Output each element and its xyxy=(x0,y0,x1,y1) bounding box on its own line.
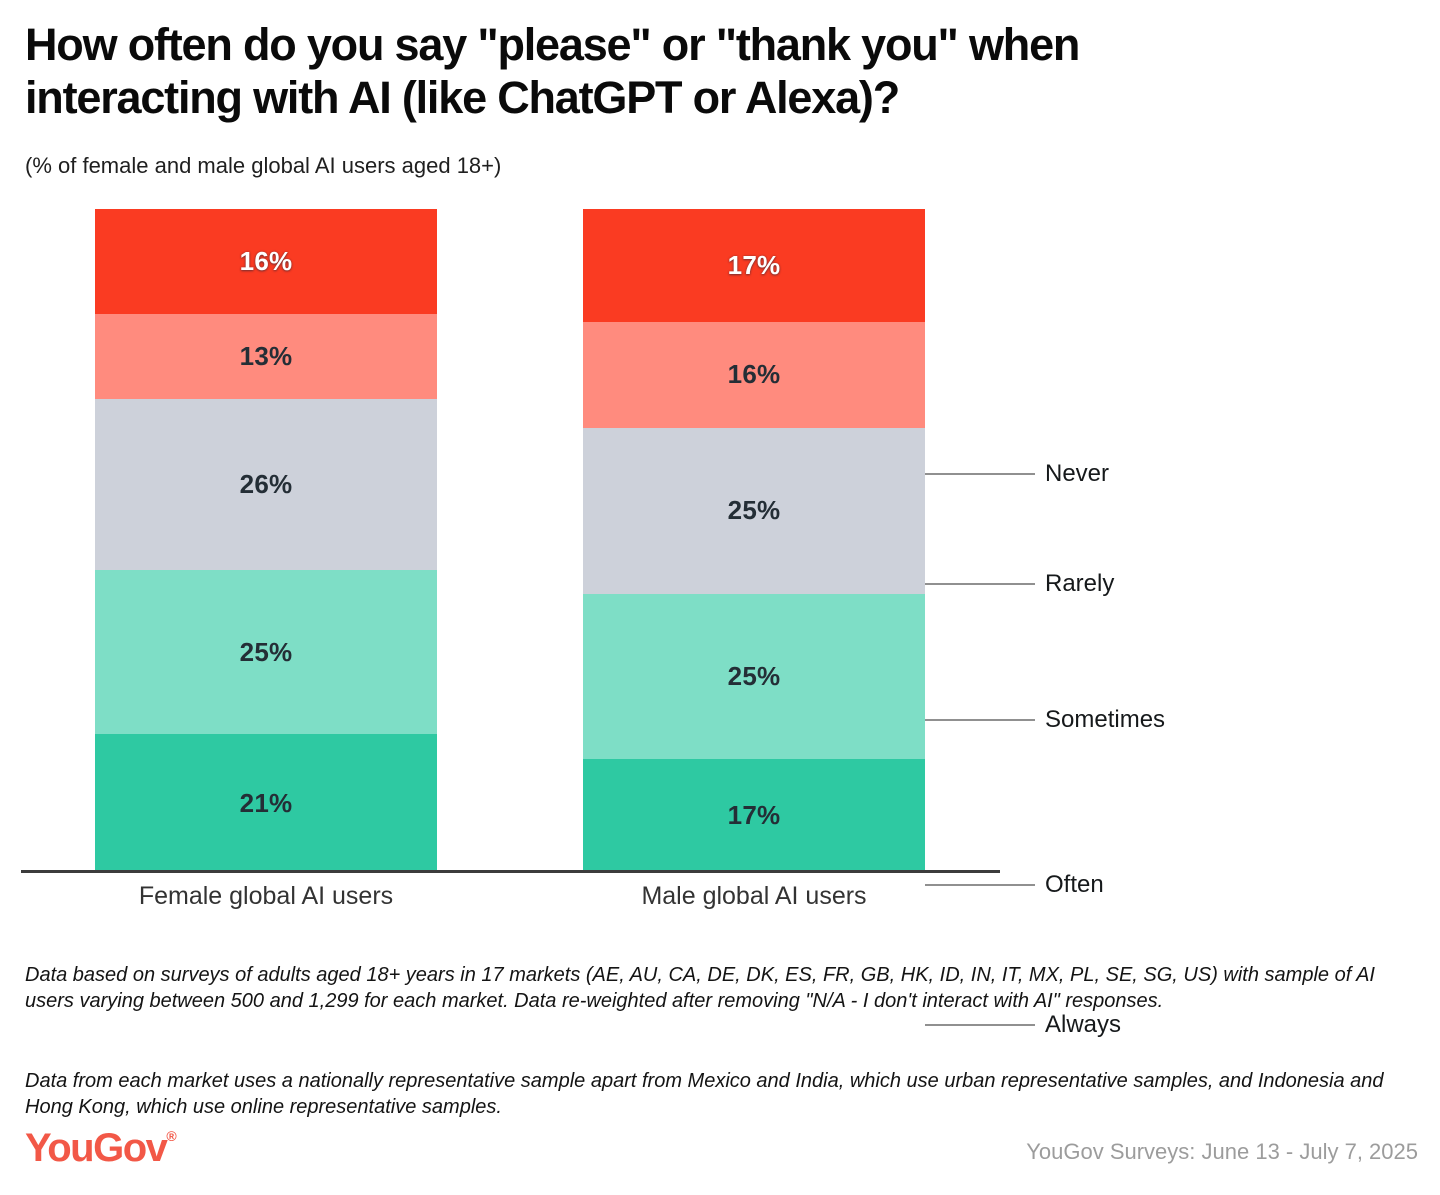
legend-label: Sometimes xyxy=(1045,705,1166,733)
bar-segment-often: 25% xyxy=(583,593,925,760)
x-axis-line xyxy=(21,870,1000,873)
stacked-bar-female: 16% 13% 26% 25% 21% xyxy=(95,209,437,872)
title-line-2: interacting with AI (like ChatGPT or Ale… xyxy=(25,72,900,123)
registered-trademark-icon: ® xyxy=(166,1128,177,1144)
stacked-bar-male: 17% 16% 25% 25% 17% xyxy=(583,209,925,872)
bar-segment-sometimes: 25% xyxy=(583,427,925,594)
legend-item-always: Always xyxy=(925,1011,1121,1039)
footnote-paragraph-1: Data based on surveys of adults aged 18+… xyxy=(25,964,1375,1012)
segment-value-label: 25% xyxy=(727,660,781,691)
segment-value-label: 17% xyxy=(727,800,781,831)
stacked-bar-chart: 16% 13% 26% 25% 21% 17% 16% 25% 25% 17% Never Rar… xyxy=(0,209,1440,1038)
segment-value-label: 25% xyxy=(239,636,293,667)
survey-source-text: YouGov Surveys: June 13 - July 7, 2025 xyxy=(1026,1139,1418,1164)
segment-value-label: 13% xyxy=(239,341,293,372)
segment-value-label: 16% xyxy=(727,359,781,390)
page-title: How often do you say "please" or "thank … xyxy=(25,18,1305,124)
segment-value-label: 25% xyxy=(727,495,781,526)
yougov-logo-text: YouGov xyxy=(25,1126,168,1170)
footnote-paragraph-2: Data from each market uses a nationally … xyxy=(25,1070,1384,1118)
legend-item-rarely: Rarely xyxy=(925,570,1114,598)
legend-leader-line xyxy=(925,884,1035,887)
bar-segment-rarely: 16% xyxy=(583,321,925,428)
legend-item-often: Often xyxy=(925,871,1104,899)
bar-segment-sometimes: 26% xyxy=(95,399,437,571)
segment-value-label: 16% xyxy=(239,246,293,276)
legend-leader-line xyxy=(925,718,1035,721)
legend-item-sometimes: Sometimes xyxy=(925,706,1165,734)
legend-leader-line xyxy=(925,473,1035,476)
segment-value-label: 17% xyxy=(727,249,781,280)
bar-segment-never: 17% xyxy=(583,209,925,322)
yougov-logo: YouGov® xyxy=(25,1126,177,1171)
chart-legend: Never Rarely Sometimes Often Always xyxy=(925,418,1425,1081)
bar-segment-always: 21% xyxy=(95,734,437,872)
x-axis-label-female: Female global AI users xyxy=(138,882,394,910)
legend-label: Often xyxy=(1045,871,1104,899)
bar-segment-always: 17% xyxy=(583,759,925,872)
x-axis-label-male: Male global AI users xyxy=(641,882,867,910)
bar-segment-rarely: 13% xyxy=(95,314,437,400)
legend-leader-line xyxy=(925,1023,1035,1026)
legend-leader-line xyxy=(925,582,1035,585)
segment-value-label: 21% xyxy=(239,787,293,818)
legend-item-never: Never xyxy=(925,460,1109,488)
legend-label: Rarely xyxy=(1045,569,1115,597)
legend-label: Never xyxy=(1045,460,1110,488)
title-line-1: How often do you say "please" or "thank … xyxy=(25,19,1080,70)
segment-value-label: 26% xyxy=(239,469,293,500)
bar-segment-often: 25% xyxy=(95,570,437,735)
legend-label: Always xyxy=(1045,1010,1122,1038)
bar-segment-never: 16% xyxy=(95,209,437,315)
chart-subtitle: (% of female and male global AI users ag… xyxy=(25,153,502,178)
